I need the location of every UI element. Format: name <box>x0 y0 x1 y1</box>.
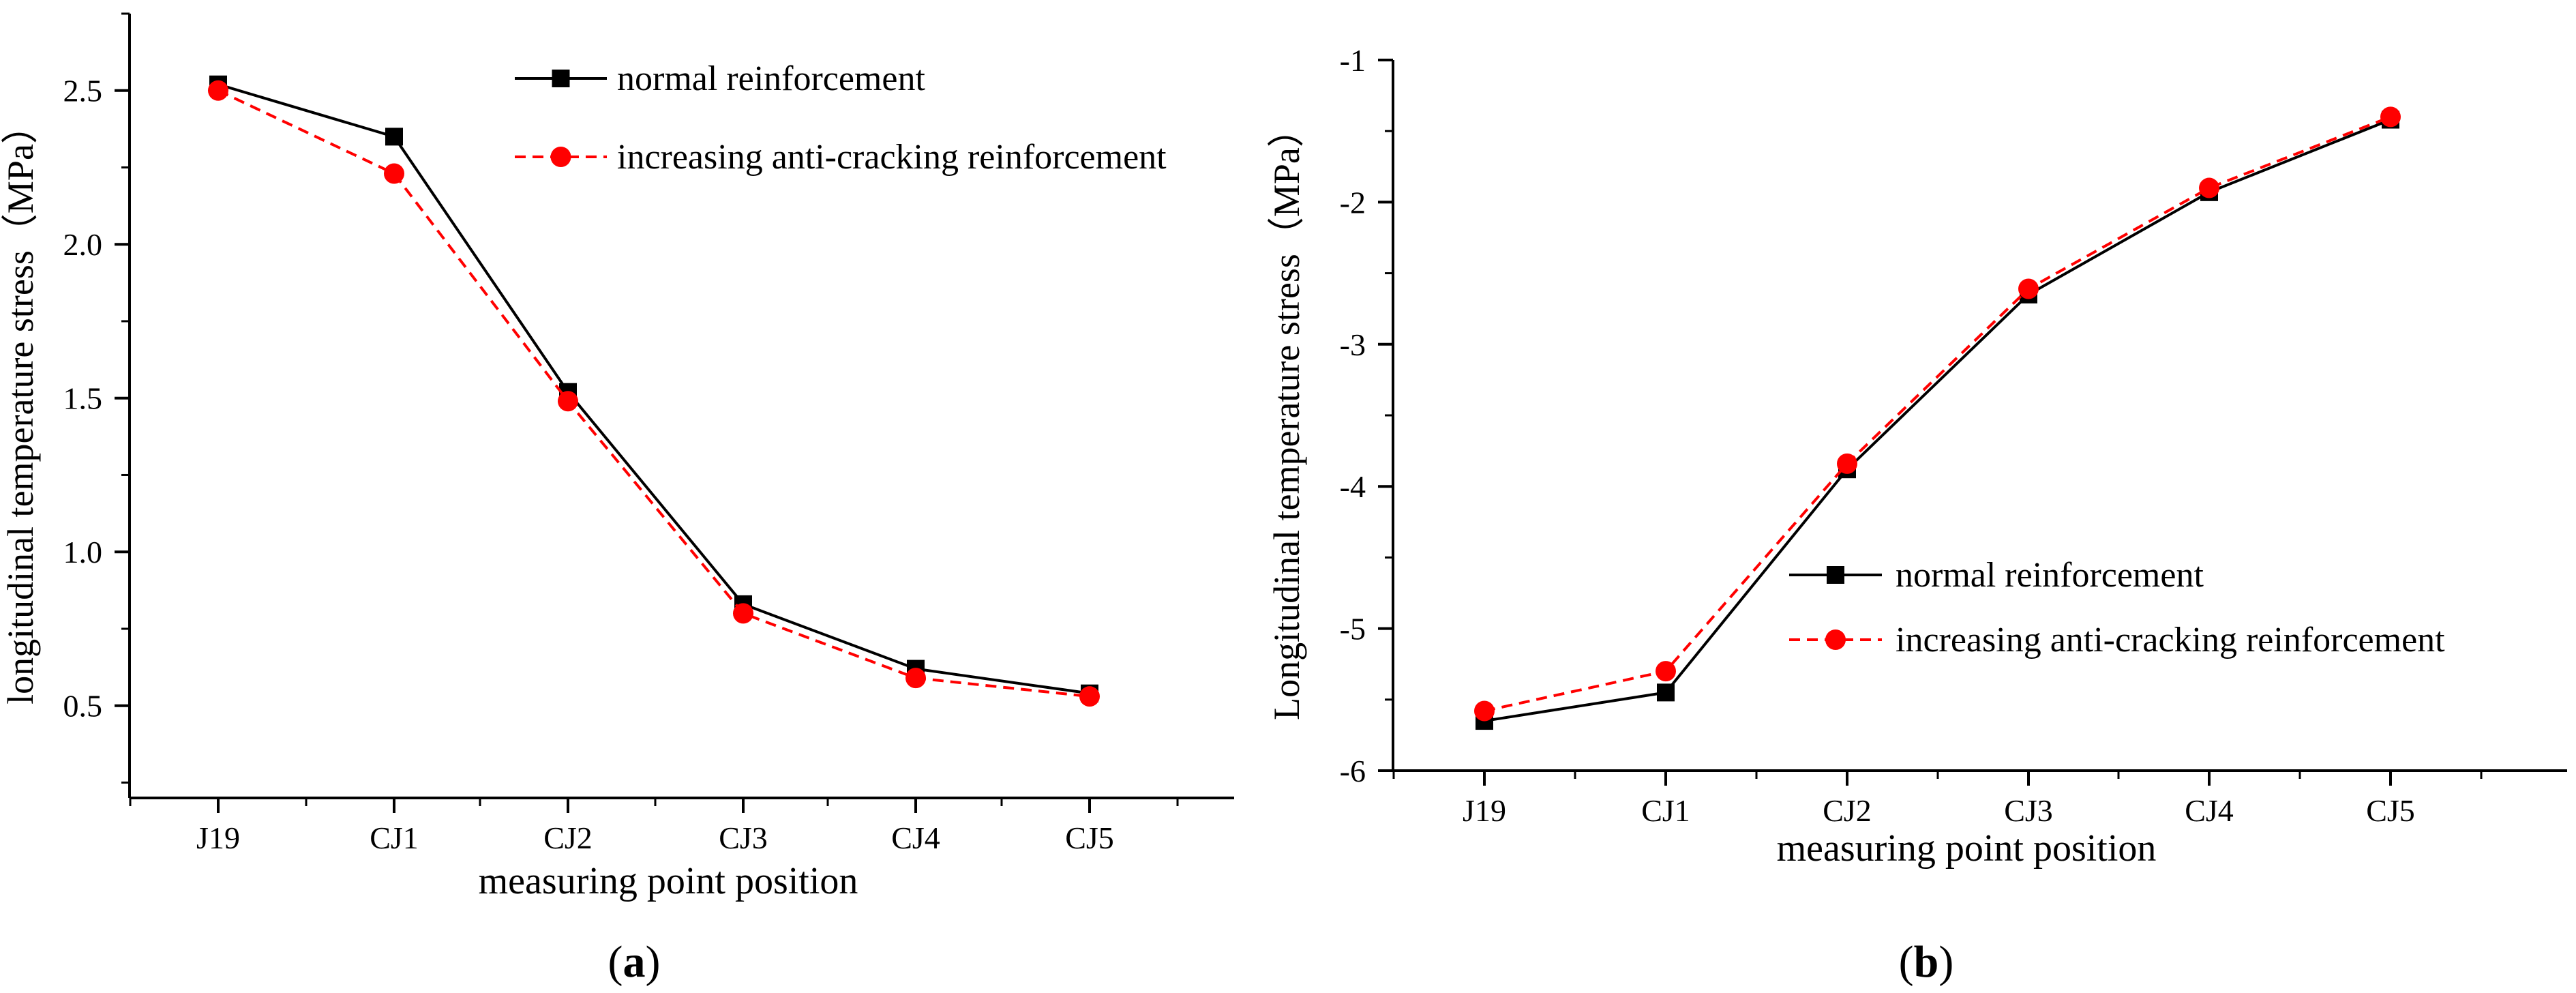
legend-marker-circle <box>550 147 571 167</box>
y-axis-label: longitudinal temperature stress（MPa） <box>0 107 41 705</box>
legend-marker-square <box>1827 566 1844 584</box>
chart-panel-b: -6 -5 -4 -3 -2 -1 J19 CJ1 CJ2 CJ3 CJ4 CJ5 measuring … <box>1266 43 2567 987</box>
panel-label-letter: a <box>623 937 646 987</box>
y-tick-label: 1.0 <box>63 535 103 569</box>
data-point-anti-cj5 <box>2380 106 2401 128</box>
x-axis-label: measuring point position <box>479 860 858 902</box>
legend: normal reinforcement increasing anti-crac… <box>515 59 1167 177</box>
legend-marker-circle <box>1825 629 1846 650</box>
y-tick-label: -5 <box>1340 612 1366 647</box>
data-point-anti-cj1 <box>1656 661 1676 682</box>
legend-label: normal reinforcement <box>617 59 925 98</box>
legend-marker-square <box>552 70 570 87</box>
x-tick-label: CJ2 <box>543 820 593 855</box>
data-point-anti-cj5 <box>1079 686 1100 707</box>
legend-label: increasing anti-cracking reinforcement <box>617 138 1167 177</box>
y-tick-label: 0.5 <box>63 689 103 724</box>
x-tick-label: CJ4 <box>2185 793 2234 828</box>
series-line-anti-cracking-reinforcement <box>218 89 1090 698</box>
panel-label-letter: b <box>1914 937 1939 987</box>
data-point-normal-cj1 <box>1657 683 1675 702</box>
data-point-anti-cj4 <box>2199 177 2219 198</box>
data-point-normal-cj1 <box>385 128 403 146</box>
y-tick-label: -1 <box>1340 43 1366 78</box>
x-tick-label: CJ5 <box>2366 793 2415 828</box>
data-point-anti-cj2 <box>558 391 578 412</box>
legend: normal reinforcement increasing anti-crac… <box>1789 556 2445 659</box>
legend-label: normal reinforcement <box>1896 556 2204 595</box>
x-tick-label: J19 <box>196 820 240 855</box>
data-point-anti-cj2 <box>1837 453 1857 474</box>
series-line-normal-reinforcement <box>1484 118 2391 723</box>
chart-panel-a: 0.5 1.0 1.5 2.0 2.5 J19 CJ1 CJ2 CJ3 CJ4 CJ5 measuri… <box>0 12 1234 987</box>
y-tick-label: 1.5 <box>63 381 103 416</box>
panel-label: (b) <box>1899 937 1954 987</box>
y-axis-label: Longitudinal temperature stress（MPa） <box>1266 110 1307 720</box>
x-tick-label: CJ5 <box>1065 820 1114 855</box>
legend-label: increasing anti-cracking reinforcement <box>1896 621 2445 659</box>
x-tick-label: CJ3 <box>719 820 768 855</box>
y-tick-label: -2 <box>1340 185 1366 220</box>
y-tick-label: -6 <box>1340 754 1366 788</box>
x-tick-label: CJ1 <box>1641 793 1690 828</box>
data-point-anti-j19 <box>208 80 228 101</box>
x-tick-label: CJ4 <box>891 820 940 855</box>
x-tick-label: J19 <box>1463 793 1506 828</box>
series-line-anti-cracking-reinforcement <box>1484 115 2391 713</box>
data-point-anti-j19 <box>1474 700 1495 722</box>
y-tick-label: -3 <box>1340 327 1366 362</box>
series-line-normal-reinforcement <box>218 83 1090 695</box>
panel-label-close: ) <box>646 937 661 987</box>
panel-label: (a) <box>608 937 661 987</box>
y-tick-label: 2.5 <box>63 74 103 108</box>
x-tick-label: CJ1 <box>370 820 419 855</box>
panel-label-close: ) <box>1938 937 1953 987</box>
data-point-anti-cj3 <box>2018 278 2039 299</box>
data-point-anti-cj3 <box>733 603 753 624</box>
data-point-anti-cj4 <box>905 668 926 689</box>
panel-label-open: ( <box>608 937 623 987</box>
y-tick-label: 2.0 <box>63 227 103 262</box>
panel-label-open: ( <box>1899 937 1914 987</box>
x-tick-label: CJ3 <box>2004 793 2053 828</box>
x-axis-label: measuring point position <box>1777 827 2157 870</box>
data-point-anti-cj1 <box>384 163 404 184</box>
y-tick-label: -4 <box>1340 469 1366 504</box>
x-tick-label: CJ2 <box>1823 793 1872 828</box>
